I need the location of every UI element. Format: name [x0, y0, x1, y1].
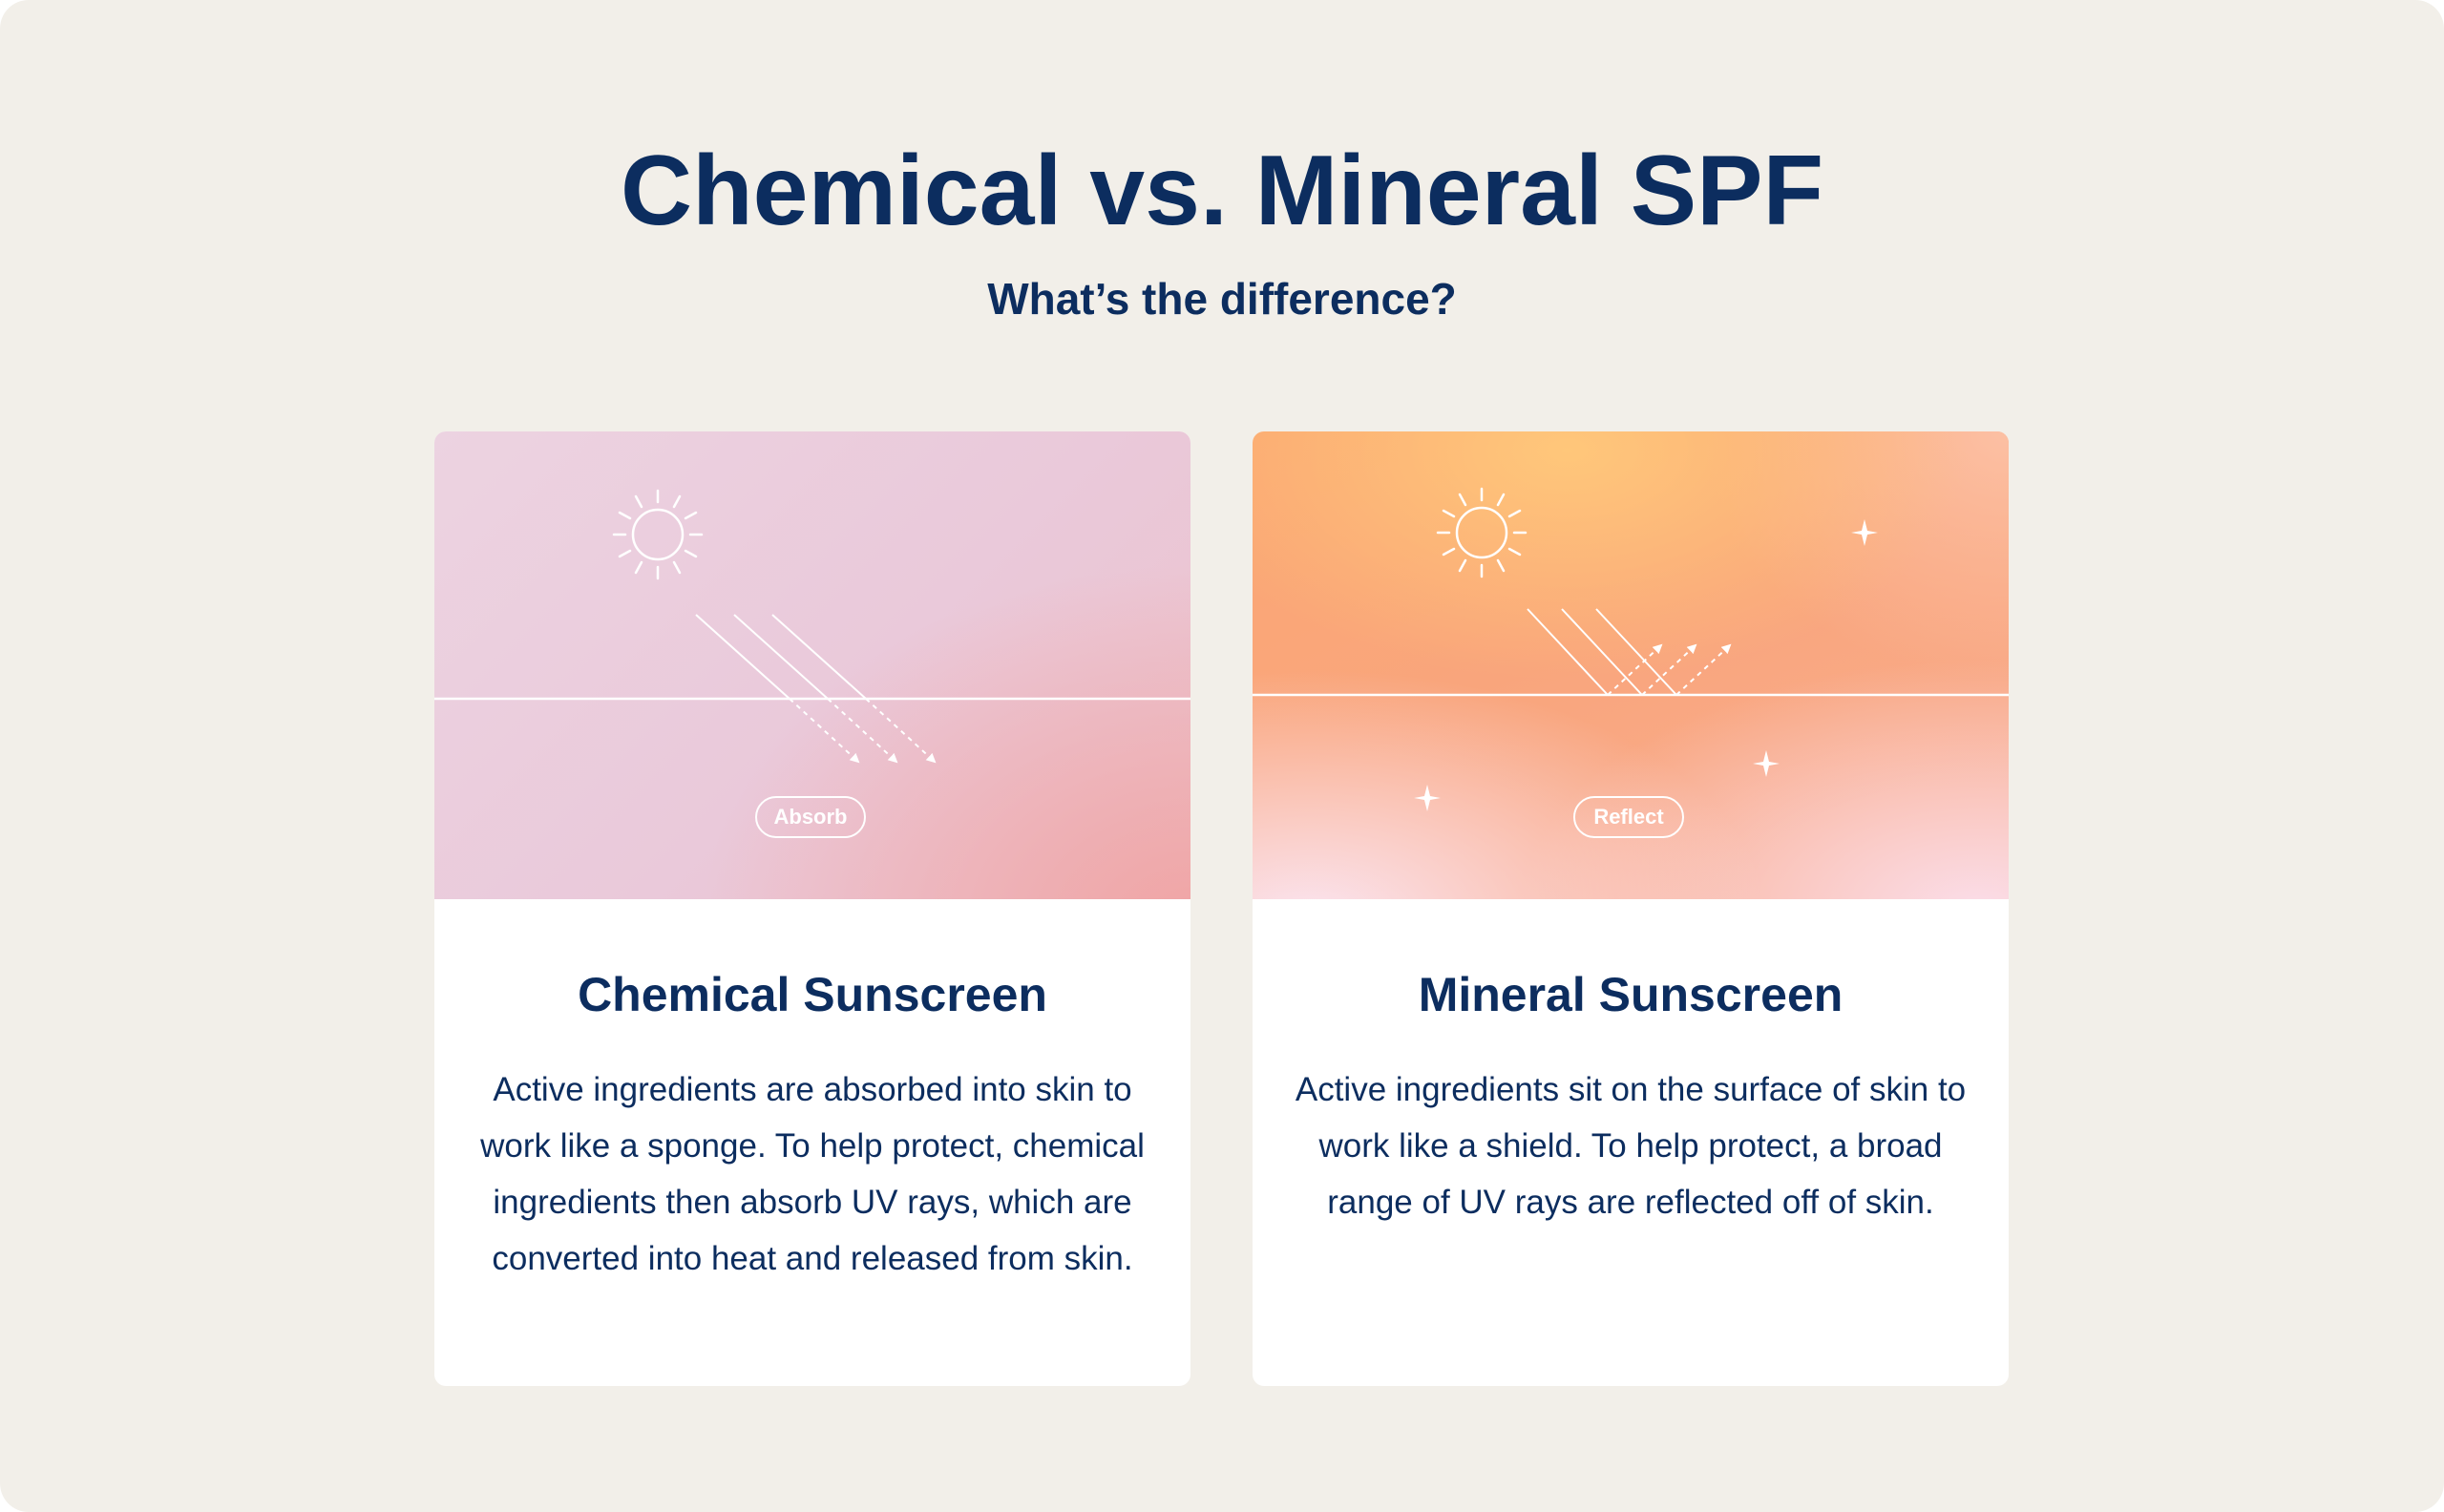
mineral-card-description: Active ingredients sit on the surface of…: [1295, 1071, 1967, 1221]
page-title: Chemical vs. Mineral SPF: [620, 136, 1824, 246]
chemical-card-title: Chemical Sunscreen: [578, 968, 1047, 1021]
sparkle-icon: [1414, 519, 1878, 811]
reflect-badge: Reflect: [1573, 796, 1684, 838]
chemical-card-description: Active ingredients are absorbed into ski…: [480, 1071, 1145, 1277]
mineral-sunscreen-card: Reflect Mineral Sunscreen Active ingredi…: [1253, 431, 2009, 1386]
uv-ray-arrows: [695, 614, 937, 764]
chemical-illustration: Absorb: [434, 431, 1190, 899]
uv-ray-arrows: [1527, 608, 1732, 696]
sun-icon: [612, 489, 704, 580]
mineral-illustration: Reflect: [1253, 431, 2009, 899]
absorb-badge: Absorb: [755, 796, 866, 838]
page-subtitle: What’s the difference?: [987, 274, 1457, 324]
reflect-diagram: [1253, 487, 2009, 811]
absorb-diagram: [434, 489, 1190, 764]
sun-icon: [1436, 487, 1528, 578]
mineral-card-title: Mineral Sunscreen: [1418, 968, 1844, 1021]
chemical-sunscreen-card: Absorb Chemical Sunscreen Active ingredi…: [434, 431, 1190, 1386]
